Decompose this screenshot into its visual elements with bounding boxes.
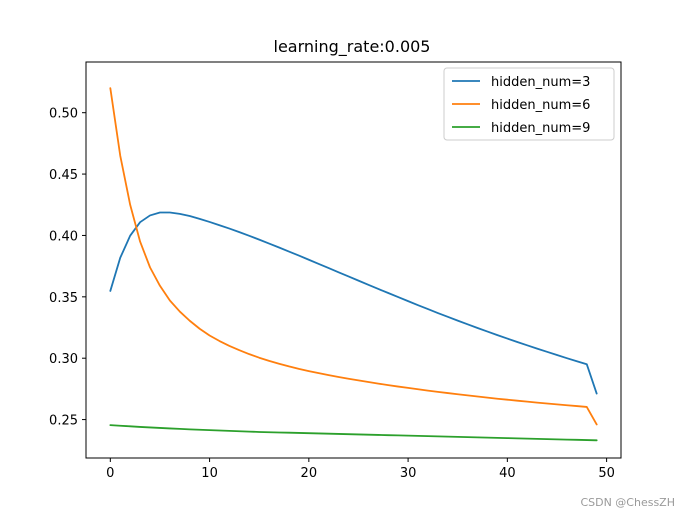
y-axis: 0.25 0.30 0.35 0.40 0.45 0.50 [49, 107, 86, 429]
series-line-2 [109, 87, 598, 426]
series-line-1 [109, 211, 598, 395]
legend-label: hidden_num=9 [491, 121, 590, 136]
legend-box [443, 67, 615, 141]
axes-frame [85, 61, 622, 459]
series-line-3 [109, 424, 598, 442]
x-tick-label: 10 [201, 466, 218, 481]
y-tick-label: 0.30 [49, 352, 78, 367]
x-tick-label: 40 [499, 466, 516, 481]
y-tick-label: 0.35 [49, 291, 78, 306]
legend-label: hidden_num=6 [491, 98, 590, 113]
x-tick-label: 20 [301, 466, 318, 481]
x-tick-label: 30 [400, 466, 417, 481]
x-tick-label: 0 [106, 466, 114, 481]
y-tick-label: 0.40 [49, 229, 78, 244]
y-tick-label: 0.25 [49, 414, 78, 429]
plot-area [109, 87, 598, 442]
chart-title: learning_rate:0.005 [274, 37, 431, 57]
y-tick-label: 0.50 [49, 107, 78, 122]
y-tick-label: 0.45 [49, 168, 78, 183]
legend: hidden_num=3 hidden_num=6 hidden_num=9 [443, 67, 615, 141]
watermark: CSDN @ChessZH [580, 496, 675, 509]
x-axis: 0 10 20 30 40 50 [106, 458, 615, 481]
x-tick-label: 50 [598, 466, 615, 481]
legend-label: hidden_num=3 [491, 75, 590, 90]
